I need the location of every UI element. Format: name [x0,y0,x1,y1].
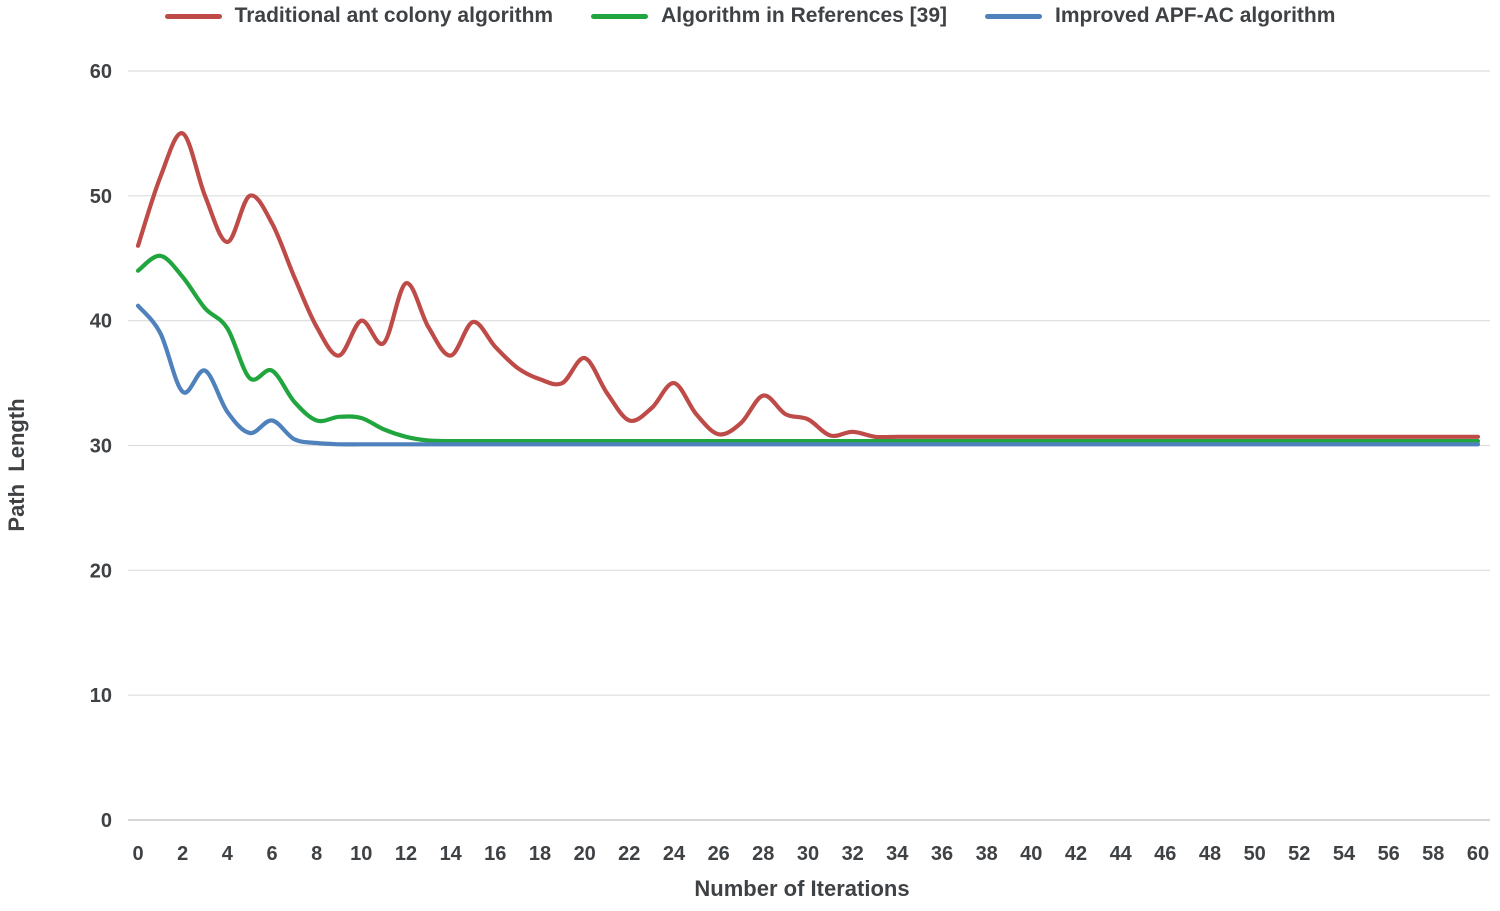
series-group [135,131,1481,447]
x-tick-label: 28 [752,843,774,865]
x-tick-label: 36 [931,843,953,865]
x-tick-label: 18 [529,843,551,865]
chart-legend: Traditional ant colony algorithm Algorith… [0,4,1500,28]
legend-item-traditional-ant-colony-algorithm: Traditional ant colony algorithm [164,4,554,28]
x-tick-label: 46 [1154,843,1176,865]
x-tick-label: 12 [395,843,417,865]
x-tick-label: 24 [663,843,686,865]
x-axis-title: Number of Iterations [694,876,909,901]
x-tick-label: 8 [311,843,322,865]
x-tick-label: 4 [222,843,234,865]
x-tick-label: 38 [976,843,998,865]
x-tick-label: 0 [132,843,143,865]
x-tick-label: 14 [440,843,463,865]
legend-item-label: Improved APF-AC algorithm [1055,4,1336,27]
series-line-traditional-ant-colony-algorithm [135,131,1481,440]
x-tick-label: 2 [177,843,188,865]
x-tick-label: 20 [574,843,596,865]
legend-item-algorithm-in-references-39: Algorithm in References [39] [591,4,947,28]
x-tick-label: 6 [266,843,277,865]
x-tick-label: 44 [1110,843,1133,865]
x-tick-label: 16 [484,843,506,865]
y-tick-label: 10 [90,685,112,707]
x-tick-label: 34 [886,843,909,865]
x-tick-label: 40 [1020,843,1042,865]
x-tick-label: 30 [797,843,819,865]
legend-swatch-improved-apf-ac-algorithm [985,13,1043,19]
y-axis-title: Path Length [4,398,29,531]
legend-swatch-algorithm-in-references-39 [591,13,649,19]
legend-item-improved-apf-ac-algorithm: Improved APF-AC algorithm [985,4,1335,28]
x-tick-label: 42 [1065,843,1087,865]
x-tick-label: 50 [1244,843,1266,865]
y-tick-label: 30 [90,436,112,458]
series-line-improved-apf-ac-algorithm [135,303,1481,447]
x-tick-label: 60 [1467,843,1489,865]
series-line-algorithm-in-references-39 [135,253,1481,444]
x-tick-label: 10 [350,843,372,865]
y-tick-label: 40 [90,311,112,333]
legend-item-label: Algorithm in References [39] [661,4,948,27]
y-tick-label: 50 [90,186,112,208]
x-tick-label: 32 [842,843,864,865]
x-tick-label: 48 [1199,843,1221,865]
legend-item-label: Traditional ant colony algorithm [234,4,554,27]
y-tick-label: 20 [90,560,112,582]
x-tick-label: 26 [708,843,730,865]
y-tick-label: 60 [90,61,112,83]
x-tick-label: 54 [1333,843,1356,865]
x-tick-label: 52 [1288,843,1310,865]
x-tick-label: 22 [618,843,640,865]
legend-swatch-traditional-ant-colony-algorithm [164,13,222,19]
y-tick-label: 0 [101,810,112,832]
x-tick-label: 56 [1378,843,1400,865]
x-tick-label: 58 [1422,843,1444,865]
